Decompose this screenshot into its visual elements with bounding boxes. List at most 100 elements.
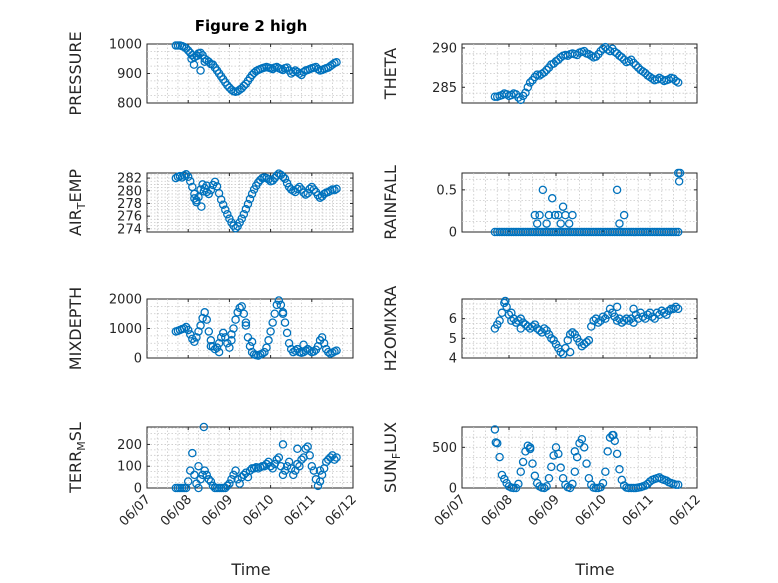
data-point bbox=[556, 463, 565, 472]
data-point bbox=[500, 296, 510, 306]
data-point bbox=[673, 78, 683, 87]
y-tick-label: 0 bbox=[449, 226, 457, 241]
data-point bbox=[584, 336, 594, 345]
y-tick-label: 1000 bbox=[109, 38, 142, 53]
data-point bbox=[272, 455, 282, 464]
data-point bbox=[247, 189, 257, 199]
data-point bbox=[227, 85, 236, 94]
data-point bbox=[262, 459, 271, 469]
data-point bbox=[179, 324, 189, 333]
subplot-4: 0 0.5 RAINFALL bbox=[381, 165, 698, 241]
data-point bbox=[260, 347, 269, 357]
x-tick-label: 06/09 bbox=[199, 492, 236, 529]
data-point bbox=[231, 466, 240, 475]
data-point bbox=[199, 422, 209, 432]
data-point bbox=[241, 318, 251, 327]
data-point bbox=[570, 467, 580, 476]
y-tick-label: 2000 bbox=[109, 293, 142, 308]
data-point bbox=[299, 188, 308, 197]
data-point bbox=[194, 461, 203, 471]
data-point bbox=[188, 448, 197, 458]
data-point bbox=[673, 304, 683, 314]
y-tick-label: 0 bbox=[134, 352, 142, 367]
x-tick-label: 06/08 bbox=[158, 492, 195, 529]
data-point bbox=[675, 168, 685, 178]
data-point bbox=[547, 462, 556, 472]
data-point bbox=[568, 328, 577, 337]
data-point bbox=[514, 93, 523, 102]
data-point bbox=[229, 324, 238, 333]
y-tick-label: 100 bbox=[117, 460, 142, 475]
data-point bbox=[193, 51, 202, 61]
y-tick-label: 0 bbox=[134, 482, 142, 497]
data-point bbox=[313, 64, 323, 74]
data-point bbox=[280, 174, 290, 183]
data-point bbox=[544, 473, 554, 483]
data-point bbox=[535, 210, 544, 220]
data-point bbox=[582, 459, 591, 468]
data-point bbox=[307, 182, 317, 192]
y-axis-label: THETA bbox=[381, 48, 400, 100]
data-point bbox=[549, 451, 558, 460]
data-point bbox=[282, 461, 292, 471]
series-points bbox=[171, 296, 341, 360]
data-point bbox=[528, 459, 537, 468]
data-point bbox=[204, 475, 214, 484]
data-point bbox=[233, 475, 242, 484]
data-point bbox=[266, 327, 275, 336]
data-point bbox=[624, 57, 634, 66]
data-point bbox=[293, 184, 302, 194]
data-point bbox=[221, 205, 230, 215]
data-point bbox=[241, 204, 251, 214]
data-point bbox=[617, 53, 627, 62]
data-point bbox=[268, 464, 277, 473]
data-point bbox=[612, 185, 622, 195]
data-point bbox=[301, 444, 310, 454]
y-axis-label: AIRTEMP bbox=[66, 169, 88, 236]
data-point bbox=[319, 338, 329, 348]
data-point bbox=[266, 461, 275, 471]
y-tick-label: 5 bbox=[449, 332, 457, 347]
data-point bbox=[598, 312, 608, 321]
data-point bbox=[190, 337, 199, 347]
data-point bbox=[612, 302, 622, 312]
data-point bbox=[272, 300, 282, 310]
data-point bbox=[664, 306, 674, 316]
data-point bbox=[547, 194, 557, 203]
series-points bbox=[171, 41, 341, 97]
grid bbox=[462, 173, 697, 232]
data-point bbox=[631, 60, 641, 70]
y-tick-label: 1000 bbox=[109, 322, 142, 337]
data-point bbox=[301, 346, 310, 355]
subplot-5: 0 1000 2000 MIXDEPTH bbox=[66, 287, 354, 370]
data-point bbox=[603, 447, 612, 456]
data-point bbox=[227, 475, 236, 484]
data-point bbox=[564, 219, 574, 228]
data-point bbox=[550, 210, 560, 220]
data-point bbox=[624, 316, 634, 325]
data-point bbox=[284, 338, 294, 348]
data-point bbox=[500, 474, 509, 484]
data-point bbox=[218, 200, 228, 209]
data-point bbox=[305, 346, 314, 355]
x-tick-label: 06/11 bbox=[282, 492, 319, 529]
data-point bbox=[521, 88, 530, 98]
y-tick-label: 0 bbox=[449, 482, 457, 497]
data-point bbox=[202, 470, 211, 480]
data-point bbox=[268, 318, 277, 327]
data-point bbox=[332, 346, 341, 355]
figure-title: Figure 2 high bbox=[195, 17, 308, 35]
data-point bbox=[258, 349, 267, 358]
data-point bbox=[183, 325, 193, 335]
y-tick-label: 276 bbox=[117, 210, 142, 225]
data-point bbox=[547, 334, 556, 343]
y-axis-label: SUNFLUX bbox=[381, 422, 403, 493]
data-point bbox=[542, 219, 551, 228]
y-axis-label: H2OMIXRA bbox=[381, 286, 400, 372]
data-point bbox=[544, 210, 554, 220]
data-point bbox=[278, 308, 288, 317]
data-point bbox=[183, 46, 193, 55]
y-tick-label: 290 bbox=[432, 41, 457, 56]
data-point bbox=[210, 177, 220, 187]
data-point bbox=[518, 457, 528, 467]
